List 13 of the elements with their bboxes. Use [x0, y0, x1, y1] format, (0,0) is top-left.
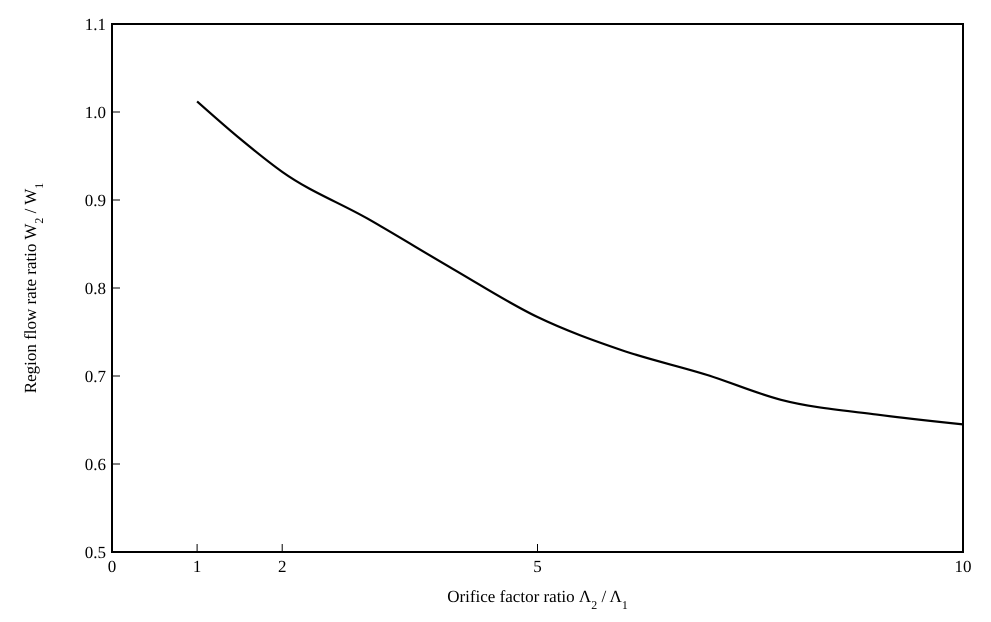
- y-tick-label: 0.9: [84, 190, 106, 210]
- y-tick-label: 0.5: [84, 542, 106, 562]
- x-tick-label: 2: [278, 557, 286, 576]
- y-tick-label: 1.1: [84, 14, 106, 34]
- y-tick-label: 1.0: [84, 102, 106, 122]
- x-tick-label: 10: [954, 557, 972, 576]
- x-tick-label: 5: [533, 557, 542, 576]
- y-tick-label: 0.7: [84, 366, 106, 386]
- x-axis-title: Orifice factor ratio Λ$_{2}$ / Λ$_{1}$: [447, 587, 628, 612]
- x-tick-label: 1: [192, 557, 202, 576]
- y-tick-label: 0.6: [84, 454, 106, 474]
- x-tick-label: 0: [108, 557, 116, 576]
- y-tick-label: 0.8: [84, 278, 106, 298]
